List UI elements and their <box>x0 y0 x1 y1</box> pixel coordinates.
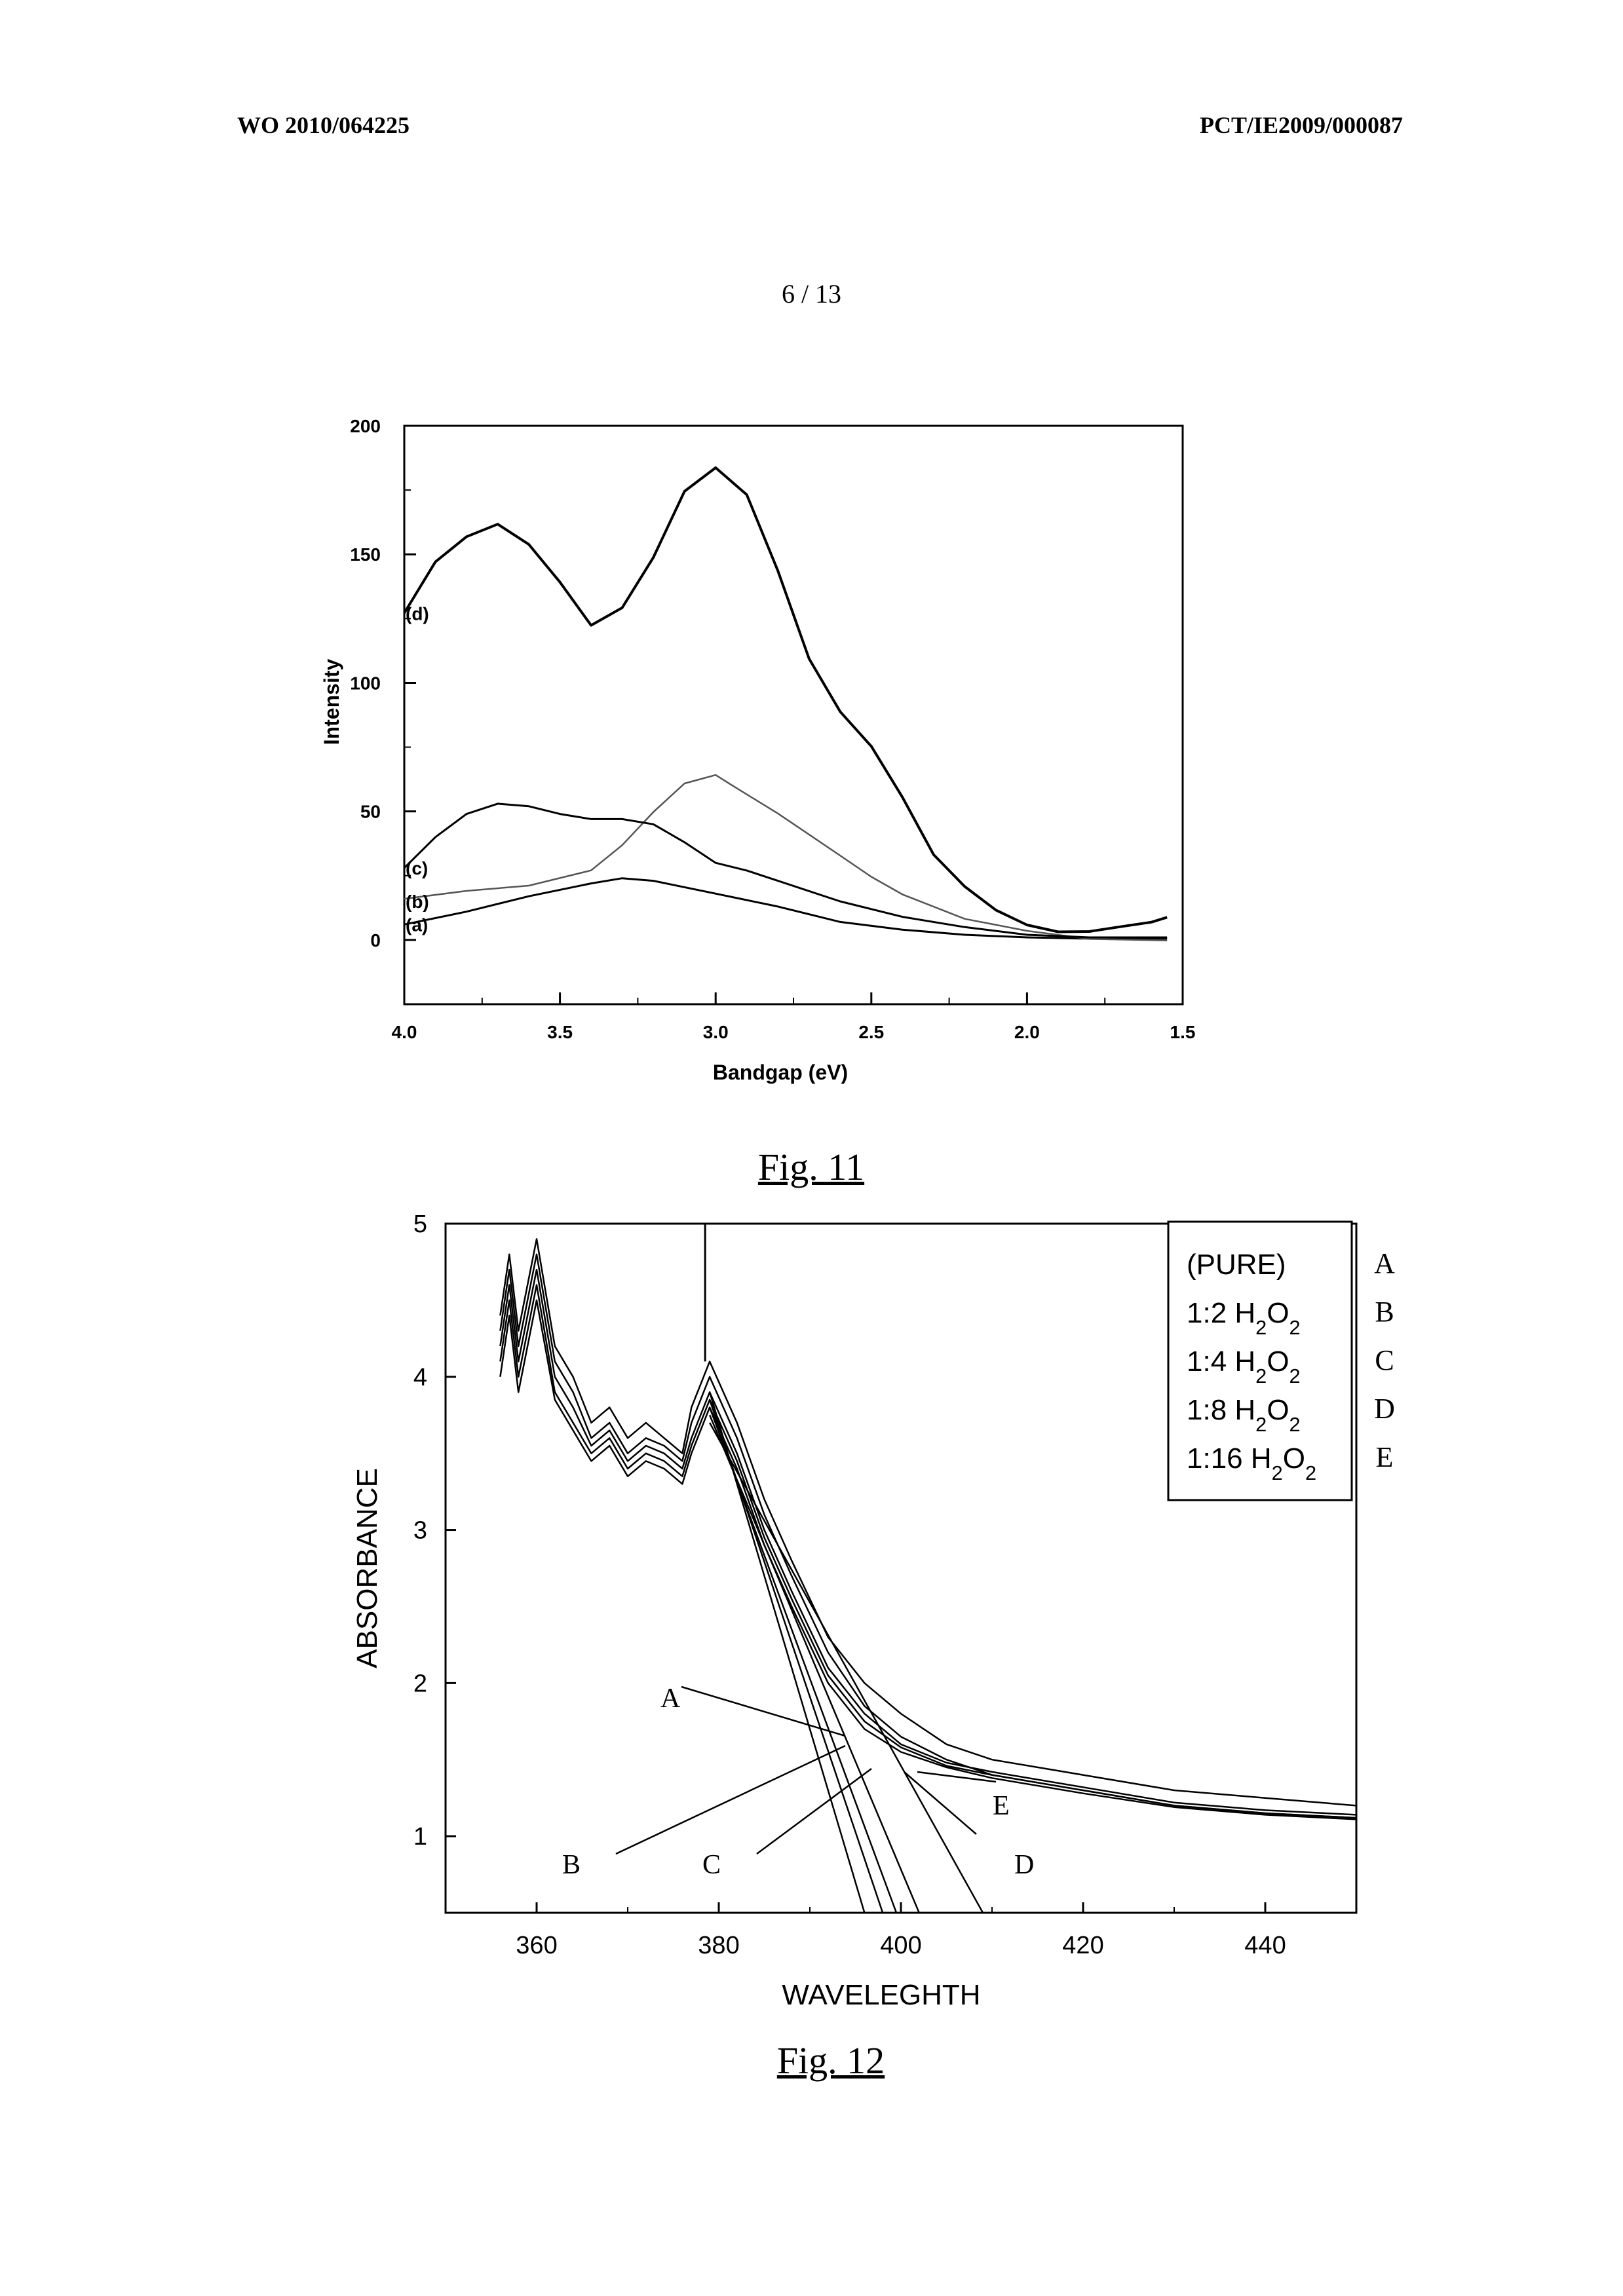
fig12-caption: Fig. 12 <box>700 2039 962 2082</box>
fig11-y-tick-label: 50 <box>360 802 381 822</box>
fig11-series-b <box>404 775 1167 941</box>
fig11-series-label: (a) <box>406 914 428 935</box>
fig11-x-tick-label: 4.0 <box>392 1022 417 1042</box>
fig11-y-tick-label: 200 <box>350 416 381 436</box>
fig11-x-tick-label: 3.0 <box>703 1022 729 1042</box>
fig11-y-tick-label: 150 <box>350 544 381 565</box>
fig11-x-tick-label: 1.5 <box>1170 1022 1196 1042</box>
fig11-y-tick-label: 100 <box>350 673 381 693</box>
fig11-y-axis-label: Intensity <box>320 659 343 745</box>
fig11-x-axis-label: Bandgap (eV) <box>713 1061 848 1084</box>
fig11-plot-frame <box>404 426 1183 1004</box>
fig11-series-label: (c) <box>406 858 428 878</box>
fig11-series-label: (b) <box>406 892 429 912</box>
fig11-series-d <box>404 468 1167 932</box>
fig11-x-tick-label: 2.5 <box>858 1022 884 1042</box>
fig11-series-label: (d) <box>406 603 429 624</box>
fig11-caption: Fig. 11 <box>680 1145 942 1189</box>
fig11-x-tick-label: 3.5 <box>547 1022 573 1042</box>
fig11-y-tick-label: 0 <box>370 930 381 950</box>
fig11-x-tick-label: 2.0 <box>1014 1022 1040 1042</box>
fig11-series-c <box>404 804 1167 937</box>
